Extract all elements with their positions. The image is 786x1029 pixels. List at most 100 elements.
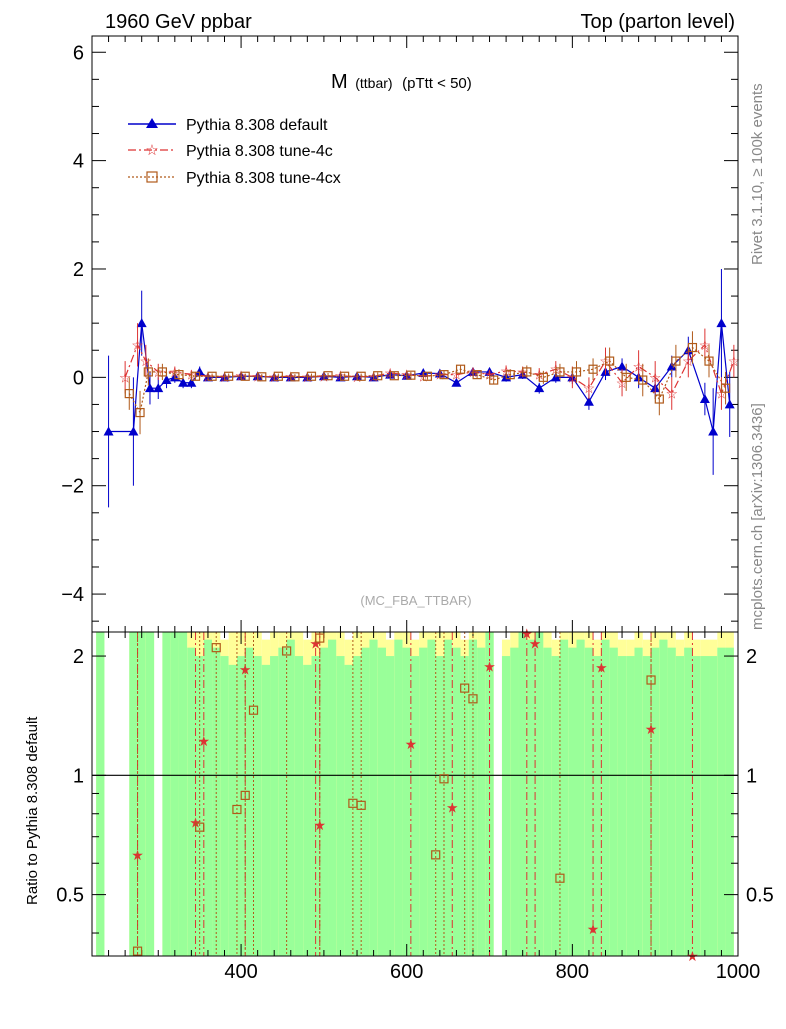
band-green [452,647,461,956]
band-green [427,639,436,956]
band-green [162,632,171,956]
band-green [410,656,420,956]
data-point [356,371,366,381]
band-green [576,639,585,956]
band-green [725,647,734,956]
data-point [373,371,383,381]
data-point [157,367,167,377]
data-point: ☆ [583,380,596,396]
legend-item-tune-4cx: Pythia 8.308 tune-4cx [128,170,341,187]
data-point: ☆ [649,369,662,385]
band-green [518,632,527,956]
ratio-point [132,946,143,956]
ratio-y-tick-label-right: 1 [746,765,757,787]
data-point [178,377,189,387]
mcplots-label: mcplots.cern.ch [arXiv:1306.3436] [749,403,766,630]
band-green [584,647,594,956]
legend-item-default: Pythia 8.308 default [128,117,328,134]
band-green [642,656,652,956]
data-point [136,318,147,328]
ratio-y-tick-label: 2 [73,646,84,668]
data-point [522,367,532,377]
ratio-point: ★ [529,636,542,652]
ratio-point [282,646,292,656]
band-green [551,656,560,956]
watermark: (MC_FBA_TTBAR) [360,593,471,608]
band-green [709,656,718,956]
band-green [609,647,618,956]
data-point [128,426,139,436]
band-green [170,632,179,956]
band-green [270,656,279,956]
title-sub: (ttbar) [355,75,392,91]
title-rest: (pTtt < 50) [402,75,472,92]
ratio-point [468,694,478,704]
main-y-tick-label: −2 [61,476,84,498]
ratio-point: ★ [131,847,144,863]
band-green [386,656,395,956]
band-green [477,647,486,956]
data-point [583,396,594,406]
data-point [716,318,727,328]
band-green [319,647,329,956]
band-green [435,656,444,956]
band-green [559,639,569,956]
band-green [717,647,726,956]
x-tick-label: 1000 [716,961,761,983]
data-point: ☆ [699,337,712,353]
ratio-point [195,822,205,832]
data-point [207,371,217,381]
band-green [692,656,701,956]
data-point [621,372,631,382]
band-green [568,647,577,956]
ratio-point: ★ [405,736,418,752]
data-point: ☆ [140,353,153,369]
data-point [389,371,399,381]
ratio-y-tick-label-right: 0.5 [746,885,774,907]
band-green [510,647,519,956]
band-green [394,639,403,956]
band-green [178,632,188,956]
legend-label-default: Pythia 8.308 default [186,117,328,134]
band-green [684,647,693,956]
data-point [273,371,283,381]
band-green [651,647,660,956]
data-point: ☆ [616,375,629,391]
band-green [369,639,378,956]
data-point: ☆ [682,353,695,369]
data-point [605,356,615,366]
band-green [294,656,304,956]
band-green [145,632,155,956]
ratio-ylabel: Ratio to Pythia 8.308 default [24,716,41,905]
ratio-y-tick-label-right: 2 [746,646,757,668]
band-green [220,656,229,956]
data-point [699,394,710,404]
main-series: ☆☆☆☆ ☆ ☆ ☆ ☆ ☆ ☆ ☆ ☆ ☆ ☆ ☆ ☆ ☆ ☆ ☆ ☆ ☆ ☆ ☆ ☆ ☆ ☆ ☆ ☆☆☆☆☆☆☆☆☆☆☆☆ [103,268,740,508]
band-green [311,656,320,956]
main-y-tick-label: 2 [73,259,84,281]
band-green [593,656,602,956]
ratio-y-tick-label: 1 [73,765,84,787]
data-point [724,399,735,409]
legend-label-tune-4c: Pythia 8.308 tune-4c [186,143,333,160]
band-green [634,647,643,956]
band-green [535,632,544,956]
data-point: ☆ [119,369,132,385]
data-point [638,375,648,385]
data-point [687,342,698,353]
band-green [203,639,213,956]
data-point [186,377,197,387]
data-point [538,372,548,382]
band-green [261,664,271,956]
ratio-point [439,774,449,784]
data-point [290,372,300,382]
data-point: ☆ [715,386,728,402]
main-y-tick-label: 4 [73,151,84,173]
band-green [419,647,428,956]
data-point [666,361,677,371]
band-green [187,647,196,956]
band-green [195,656,204,956]
data-point [144,383,155,393]
data-point [439,370,449,380]
